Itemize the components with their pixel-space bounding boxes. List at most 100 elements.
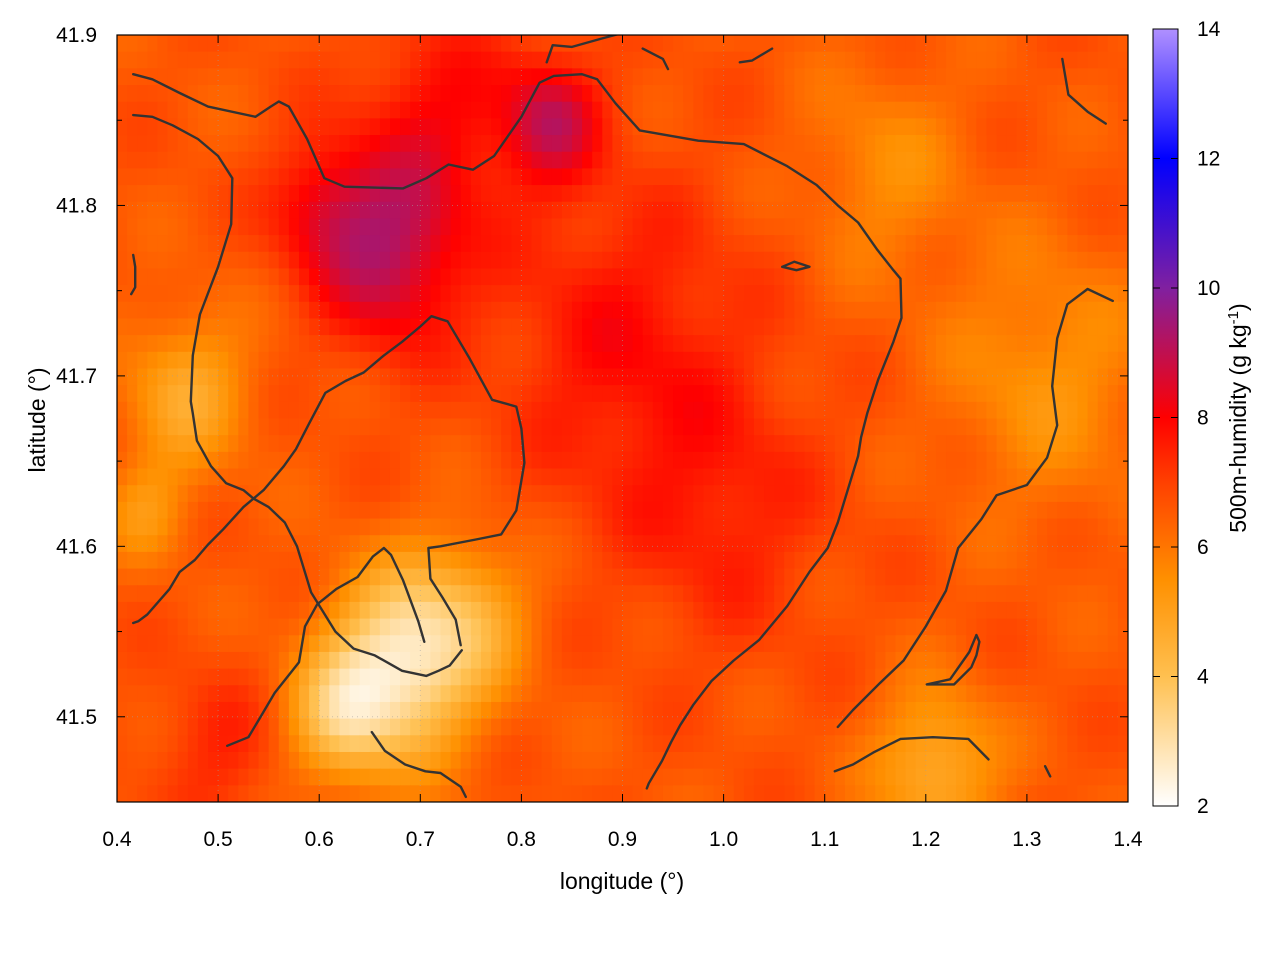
heatmap-cell (986, 551, 998, 570)
heatmap-cell (400, 635, 411, 653)
heatmap-cell (268, 168, 280, 186)
heatmap-cell (369, 451, 381, 470)
heatmap-cell (389, 551, 401, 570)
heatmap-cell (905, 635, 917, 653)
heatmap-cell (1067, 468, 1079, 486)
heatmap-cell (612, 618, 624, 636)
heatmap-cell (1016, 768, 1028, 786)
heatmap-cell (571, 785, 583, 802)
heatmap-cell (996, 135, 1008, 153)
heatmap-cell (1006, 235, 1018, 253)
heatmap-cell (329, 368, 341, 386)
heatmap-cell (238, 201, 250, 220)
heatmap-cell (288, 418, 300, 436)
colorbar-tick-label: 2 (1197, 795, 1209, 818)
heatmap-cell (804, 285, 816, 303)
heatmap-cell (480, 35, 492, 53)
heatmap-cell (319, 768, 330, 786)
heatmap-cell (622, 51, 634, 69)
heatmap-cell (379, 85, 391, 103)
heatmap-cell (986, 168, 998, 186)
heatmap-cell (268, 218, 280, 236)
heatmap-cell (460, 268, 472, 286)
heatmap-cell (986, 35, 998, 53)
heatmap-cell (966, 85, 977, 103)
heatmap-cell (895, 235, 907, 253)
heatmap-cell (369, 785, 381, 802)
heatmap-cell (470, 135, 482, 153)
heatmap-cell (298, 635, 310, 653)
heatmap-cell (1097, 385, 1109, 403)
heatmap-cell (228, 468, 239, 486)
heatmap-cell (935, 351, 947, 370)
heatmap-cell (571, 35, 583, 53)
heatmap-cell (612, 551, 624, 570)
heatmap-cell (1057, 651, 1068, 670)
heatmap-cell (855, 68, 866, 86)
heatmap-cell (996, 118, 1008, 136)
heatmap-cell (571, 385, 583, 403)
heatmap-cell (329, 768, 341, 786)
heatmap-cell (622, 551, 634, 570)
heatmap-cell (480, 351, 492, 370)
heatmap-cell (117, 351, 128, 370)
heatmap-cell (956, 51, 967, 69)
heatmap-cell (723, 101, 735, 119)
heatmap-cell (784, 435, 795, 453)
heatmap-cell (915, 35, 927, 53)
heatmap-cell (966, 201, 977, 220)
heatmap-cell (339, 568, 351, 586)
heatmap-cell (713, 301, 725, 320)
heatmap-cell (511, 251, 522, 270)
heatmap-cell (278, 85, 290, 103)
heatmap-cell (966, 185, 977, 203)
heatmap-cell (207, 318, 219, 336)
heatmap-cell (460, 201, 472, 220)
heatmap-cell (470, 151, 482, 169)
heatmap-cell (157, 435, 169, 453)
heatmap-cells (117, 35, 1128, 802)
heatmap-cell (541, 351, 553, 370)
heatmap-cell (723, 501, 735, 520)
heatmap-cell (996, 351, 1008, 370)
heatmap-cell (379, 135, 391, 153)
heatmap-cell (895, 418, 907, 436)
heatmap-cell (966, 418, 977, 436)
heatmap-cell (339, 401, 351, 420)
heatmap-cell (359, 568, 371, 586)
heatmap-cell (855, 635, 866, 653)
heatmap-cell (359, 601, 371, 620)
heatmap-cell (501, 151, 512, 169)
heatmap-cell (662, 535, 674, 553)
heatmap-cell (683, 301, 694, 320)
heatmap-cell (582, 168, 593, 186)
heatmap-cell (1006, 685, 1018, 703)
heatmap-cell (197, 551, 209, 570)
heatmap-cell (389, 101, 401, 119)
heatmap-cell (248, 668, 260, 686)
heatmap-cell (1057, 318, 1068, 336)
heatmap-cell (794, 418, 806, 436)
heatmap-cell (571, 351, 583, 370)
heatmap-cell (915, 118, 927, 136)
heatmap-cell (895, 751, 907, 770)
heatmap-cell (511, 785, 522, 802)
heatmap-cell (1026, 551, 1038, 570)
heatmap-cell (339, 101, 351, 119)
heatmap-cell (1047, 735, 1058, 753)
heatmap-cell (359, 685, 371, 703)
heatmap-cell (844, 118, 856, 136)
heatmap-cell (420, 51, 432, 69)
heatmap-cell (167, 501, 179, 520)
heatmap-cell (238, 685, 250, 703)
heatmap-cell (339, 168, 351, 186)
heatmap-cell (582, 418, 593, 436)
heatmap-cell (177, 668, 189, 686)
heatmap-cell (814, 51, 826, 69)
heatmap-cell (713, 68, 725, 86)
heatmap-cell (460, 318, 472, 336)
heatmap-cell (915, 718, 927, 736)
heatmap-cell (369, 35, 381, 53)
heatmap-cell (925, 785, 937, 802)
heatmap-cell (207, 768, 219, 786)
